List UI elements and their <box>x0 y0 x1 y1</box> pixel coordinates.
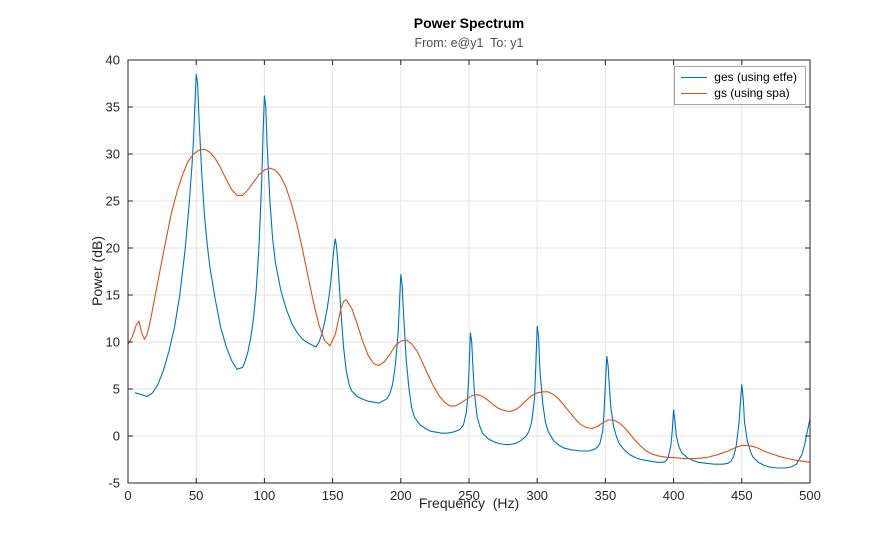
svg-text:400: 400 <box>663 488 685 503</box>
svg-text:30: 30 <box>106 147 120 162</box>
svg-text:10: 10 <box>106 335 120 350</box>
chart-subtitle: From: e@y1 To: y1 <box>414 36 524 50</box>
svg-text:0: 0 <box>124 488 131 503</box>
legend-swatch-1 <box>681 92 708 94</box>
legend-label-spa: gs (using spa) <box>714 86 790 100</box>
svg-text:350: 350 <box>595 488 617 503</box>
svg-text:20: 20 <box>106 241 120 256</box>
svg-text:250: 250 <box>458 488 480 503</box>
svg-text:-5: -5 <box>108 476 120 491</box>
svg-text:150: 150 <box>322 488 344 503</box>
svg-text:200: 200 <box>390 488 412 503</box>
svg-text:100: 100 <box>254 488 276 503</box>
x-axis-label: Frequency (Hz) <box>418 495 520 511</box>
svg-text:15: 15 <box>106 288 120 303</box>
svg-text:5: 5 <box>113 382 120 397</box>
legend[interactable]: ges (using etfe) gs (using spa) <box>674 66 806 105</box>
legend-entry-spa: gs (using spa) <box>681 86 797 100</box>
svg-text:450: 450 <box>731 488 753 503</box>
svg-text:500: 500 <box>799 488 821 503</box>
svg-text:35: 35 <box>106 100 120 115</box>
legend-entry-etfe: ges (using etfe) <box>681 70 797 84</box>
svg-text:40: 40 <box>106 53 120 68</box>
svg-text:300: 300 <box>526 488 548 503</box>
chart-title: Power Spectrum <box>413 15 525 31</box>
svg-text:50: 50 <box>189 488 203 503</box>
svg-text:25: 25 <box>106 194 120 209</box>
legend-label-etfe: ges (using etfe) <box>714 70 797 84</box>
svg-text:0: 0 <box>113 429 120 444</box>
legend-swatch-0 <box>681 76 708 78</box>
